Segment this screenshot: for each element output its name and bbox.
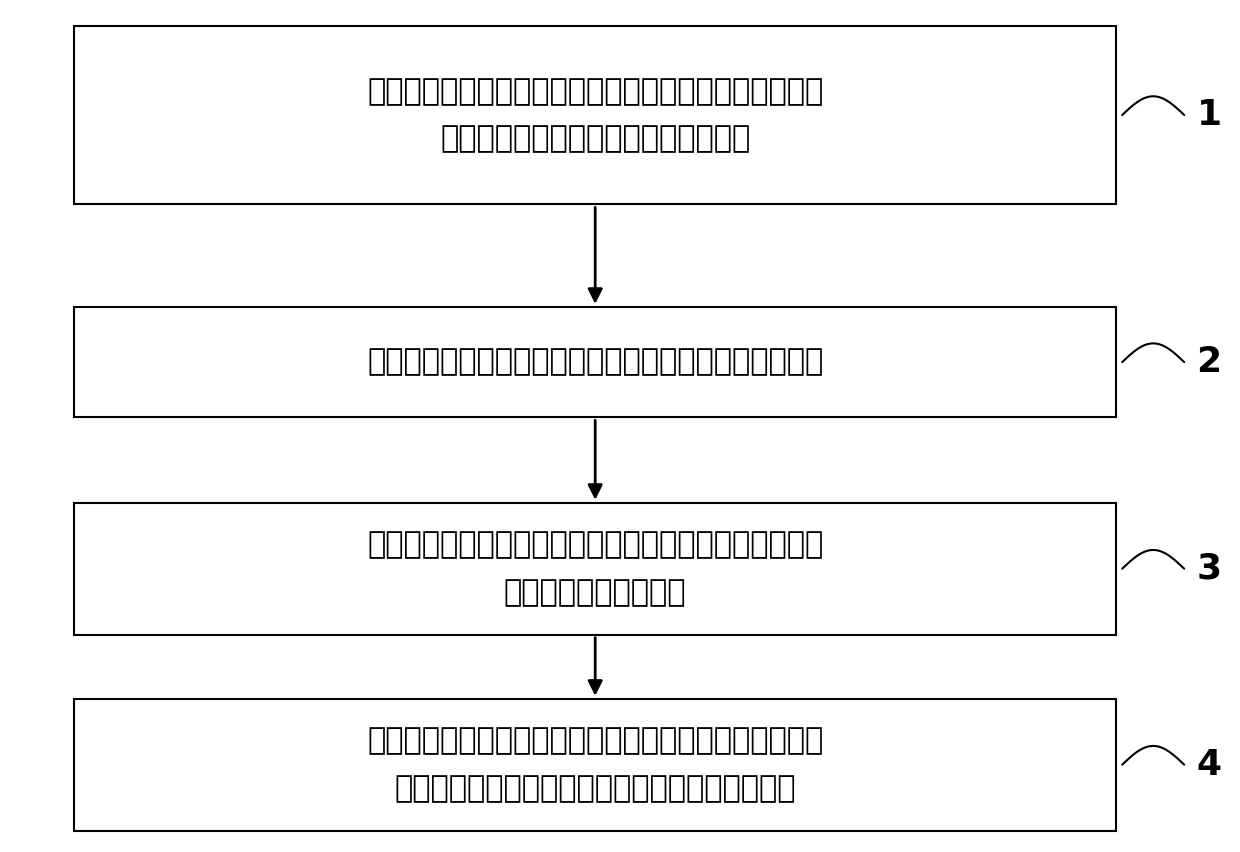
Text: 对不含风电机组的全系统线性化状态矩阵进行修正，得到
包含风电机组的全系统线性化状态矩阵: 对不含风电机组的全系统线性化状态矩阵进行修正，得到 包含风电机组的全系统线性化状…	[367, 77, 823, 153]
FancyBboxPatch shape	[74, 503, 1116, 635]
Text: 3: 3	[1197, 552, 1221, 585]
FancyBboxPatch shape	[74, 699, 1116, 831]
Text: 根据特征值的频率、衰减阻尼比和机电回路相关比，对特
征值进行分析，确定风电接入电网的低频振荡模式: 根据特征值的频率、衰减阻尼比和机电回路相关比，对特 征值进行分析，确定风电接入电…	[367, 727, 823, 803]
Text: 根据所述特征值和特征向量，计算特征值的频率、衰减阻
尼比和机电回路相关比: 根据所述特征值和特征向量，计算特征值的频率、衰减阻 尼比和机电回路相关比	[367, 531, 823, 607]
Text: 求取修正后的全系统线性化状态矩阵的特征值和特征向量: 求取修正后的全系统线性化状态矩阵的特征值和特征向量	[367, 348, 823, 377]
Text: 1: 1	[1197, 98, 1221, 132]
FancyBboxPatch shape	[74, 307, 1116, 417]
Text: 2: 2	[1197, 345, 1221, 379]
Text: 4: 4	[1197, 748, 1221, 781]
FancyBboxPatch shape	[74, 26, 1116, 204]
